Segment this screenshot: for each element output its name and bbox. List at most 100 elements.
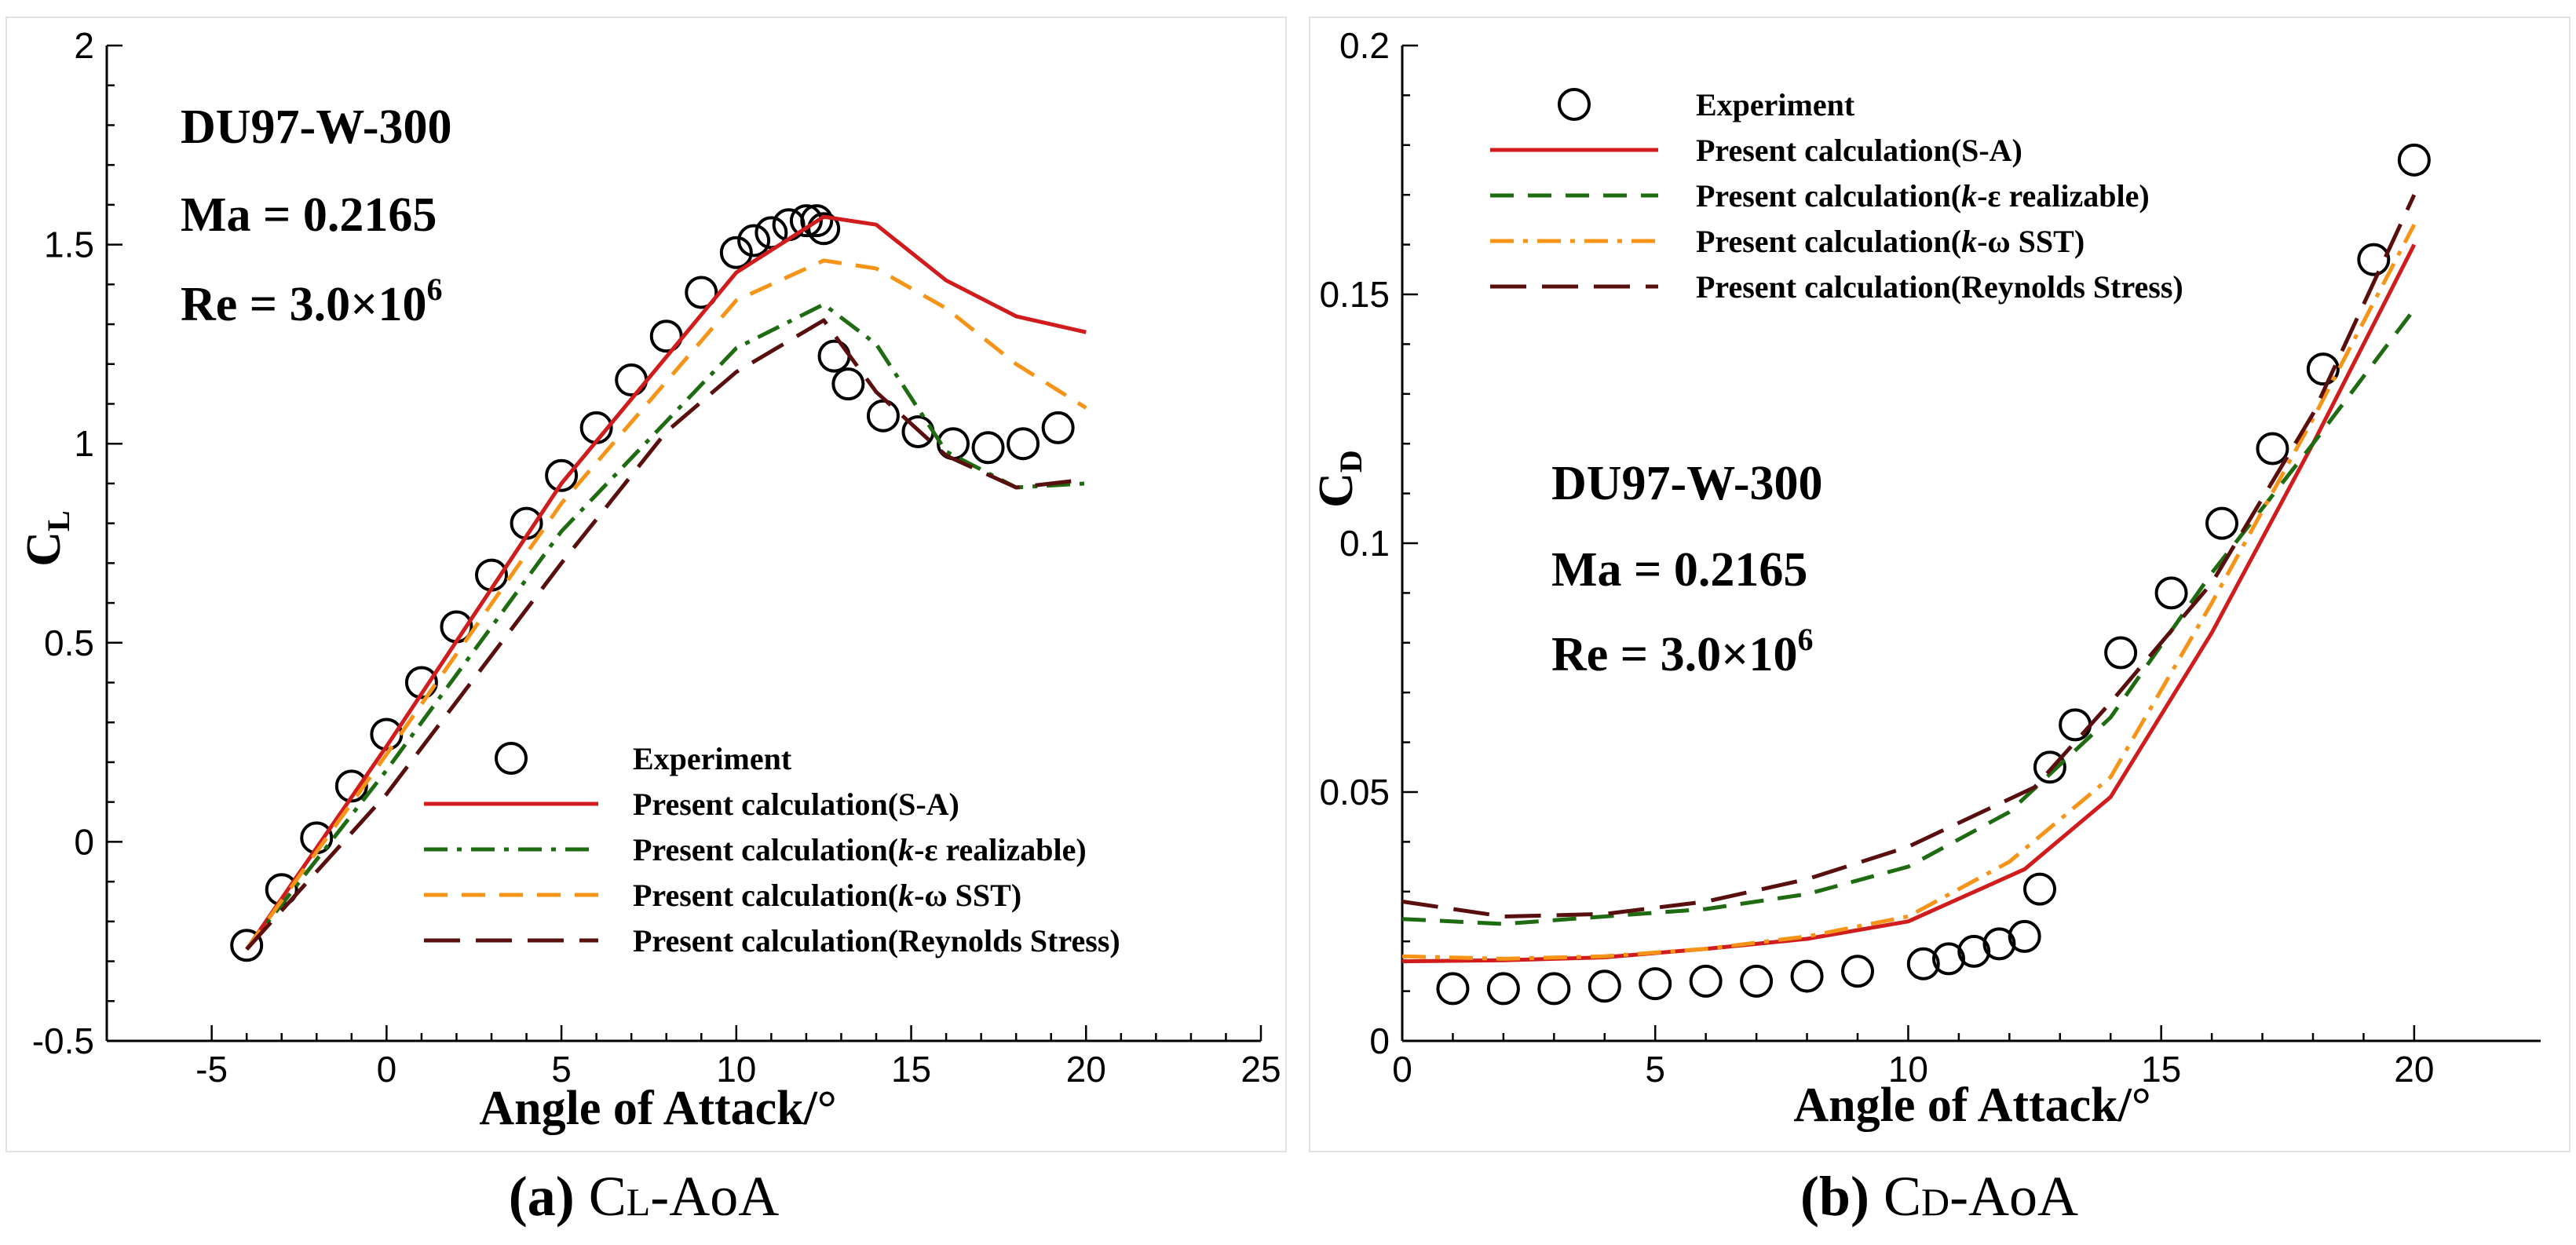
legend-label-0: Experiment bbox=[1696, 87, 1855, 122]
experiment-point bbox=[2023, 872, 2056, 906]
panel-cl-aoa: -5 0 5 10 15 20 25 -0.5 0 0.5 1 1.5 2 DU97-W-300 Ma … bbox=[5, 16, 1287, 1228]
experiment-point bbox=[2256, 432, 2289, 466]
panel-b-caption-sub: D bbox=[1921, 1180, 1949, 1224]
experiment-point bbox=[789, 204, 823, 238]
panel-a-xlabel: Angle of Attack/° bbox=[479, 1082, 836, 1135]
experiment-point bbox=[2033, 750, 2066, 784]
x-tick-label: 15 bbox=[2141, 1049, 2181, 1090]
x-tick-label: 5 bbox=[551, 1049, 572, 1090]
series-line-2 bbox=[1401, 308, 2416, 926]
panel-a-caption-rest: -AoA bbox=[650, 1165, 779, 1228]
experiment-point bbox=[2104, 636, 2138, 670]
y-tick-label: 1.5 bbox=[44, 225, 94, 265]
panel-b-axes: 0 5 10 15 20 0 0.05 0.1 0.15 0.2 bbox=[1319, 25, 2541, 1090]
experiment-point bbox=[1982, 927, 2016, 961]
panel-b-airfoil-label: DU97-W-300 bbox=[1551, 457, 1823, 510]
panel-b-legend: Experiment Present calculation(S-A) Presen… bbox=[1490, 87, 2183, 305]
legend-label-4: Present calculation(Reynolds Stress) bbox=[1696, 269, 2183, 305]
x-tick-label: 0 bbox=[377, 1049, 397, 1090]
experiment-point bbox=[615, 363, 649, 397]
experiment-point bbox=[755, 216, 788, 250]
panel-b-frame bbox=[1309, 16, 2571, 1152]
panel-b-reynolds-label: Re = 3.0×106 bbox=[1551, 622, 1813, 681]
experiment-point bbox=[2357, 243, 2391, 276]
panel-a-reynolds-base: Re = 3.0×10 bbox=[181, 278, 426, 331]
x-tick-label: 10 bbox=[716, 1049, 756, 1090]
experiment-point bbox=[1957, 934, 1991, 968]
experiment-point bbox=[1486, 972, 1520, 1006]
experiment-point bbox=[230, 929, 264, 962]
panel-a-caption-sub: L bbox=[627, 1180, 651, 1224]
panel-b-annotations: DU97-W-300 Ma = 0.2165 Re = 3.0×106 bbox=[1551, 457, 1823, 681]
panel-b-caption-label: (b) bbox=[1800, 1165, 1869, 1228]
panel-a-ylabel: CL bbox=[17, 510, 76, 566]
y-tick-label: 0.5 bbox=[44, 622, 94, 663]
panel-a-caption-main: C bbox=[589, 1165, 627, 1228]
panel-a-annotations: DU97-W-300 Ma = 0.2165 Re = 3.0×106 bbox=[181, 100, 452, 331]
legend-marker-experiment bbox=[495, 742, 528, 775]
y-tick-label: 0 bbox=[1369, 1020, 1390, 1061]
panel-a-series bbox=[230, 204, 1087, 962]
x-tick-label: 5 bbox=[1645, 1049, 1665, 1090]
experiment-point bbox=[334, 769, 368, 803]
x-tick-label: 15 bbox=[891, 1049, 931, 1090]
x-tick-label: 20 bbox=[2394, 1049, 2434, 1090]
x-tick-label: 25 bbox=[1240, 1049, 1281, 1090]
experiment-point bbox=[2306, 352, 2340, 386]
experiment-point bbox=[2008, 919, 2041, 953]
experiment-point bbox=[866, 399, 900, 433]
experiment-point bbox=[2205, 506, 2238, 540]
panel-a-axes: -5 0 5 10 15 20 25 -0.5 0 0.5 1 1.5 2 bbox=[32, 25, 1281, 1090]
experiment-point bbox=[737, 224, 771, 257]
panel-b-series bbox=[1401, 143, 2431, 1006]
series-line-1 bbox=[245, 214, 1087, 951]
series-line-4 bbox=[245, 318, 1087, 951]
y-tick-label: 0.1 bbox=[1339, 523, 1390, 564]
panel-a-caption-label: (a) bbox=[509, 1165, 575, 1228]
series-line-4 bbox=[1401, 194, 2417, 918]
panel-a-ylabel-main: C bbox=[17, 531, 71, 567]
series-line-1 bbox=[1401, 243, 2417, 964]
legend-marker-experiment bbox=[1558, 88, 1591, 121]
panel-b-reynolds-exp: 6 bbox=[1797, 622, 1813, 657]
experiment-point bbox=[807, 212, 841, 246]
y-tick-label: 0 bbox=[74, 821, 94, 862]
panel-b-mach-label: Ma = 0.2165 bbox=[1551, 543, 1807, 597]
panel-b-xlabel: Angle of Attack/° bbox=[1793, 1079, 2150, 1132]
legend-label-1: Present calculation(S-A) bbox=[633, 787, 959, 822]
y-tick-label: 0.05 bbox=[1319, 772, 1390, 812]
experiment-point bbox=[1436, 972, 1470, 1006]
panel-b-caption-main: C bbox=[1884, 1165, 1921, 1228]
experiment-point bbox=[2397, 143, 2431, 177]
panel-a-mach-label: Ma = 0.2165 bbox=[181, 188, 437, 242]
x-tick-label: -5 bbox=[195, 1049, 228, 1090]
experiment-point bbox=[1906, 947, 1940, 980]
y-tick-label: 1 bbox=[74, 423, 94, 464]
panel-a-airfoil-label: DU97-W-300 bbox=[181, 100, 452, 154]
series-line-3 bbox=[245, 258, 1087, 951]
legend-label-2: Present calculation(k-ε realizable) bbox=[1696, 178, 2150, 214]
panel-a-reynolds-label: Re = 3.0×106 bbox=[181, 272, 442, 331]
experiment-point bbox=[1689, 964, 1723, 998]
experiment-point bbox=[1588, 969, 1621, 1003]
legend-label-2: Present calculation(k-ε realizable) bbox=[633, 832, 1087, 867]
experiment-point bbox=[404, 666, 438, 699]
panel-b-caption-rest: -AoA bbox=[1949, 1165, 2078, 1228]
experiment-point bbox=[1639, 967, 1672, 1001]
panel-b-reynolds-base: Re = 3.0×10 bbox=[1551, 628, 1797, 681]
experiment-point bbox=[1841, 955, 1874, 988]
panel-b-caption-sep bbox=[1869, 1165, 1884, 1228]
experiment-point bbox=[1790, 959, 1824, 993]
experiment-point bbox=[1932, 942, 1965, 976]
experiment-point bbox=[2059, 708, 2092, 742]
panel-b-ylabel: CD bbox=[1310, 450, 1368, 508]
experiment-point bbox=[1740, 964, 1774, 998]
panel-a-reynolds-exp: 6 bbox=[426, 272, 442, 307]
legend-label-4: Present calculation(Reynolds Stress) bbox=[633, 923, 1120, 958]
legend-label-3: Present calculation(k-ω SST) bbox=[633, 878, 1021, 913]
x-tick-label: 10 bbox=[1888, 1049, 1928, 1090]
experiment-point bbox=[971, 431, 1005, 465]
panel-a-frame bbox=[5, 16, 1287, 1152]
legend-label-0: Experiment bbox=[633, 741, 792, 776]
